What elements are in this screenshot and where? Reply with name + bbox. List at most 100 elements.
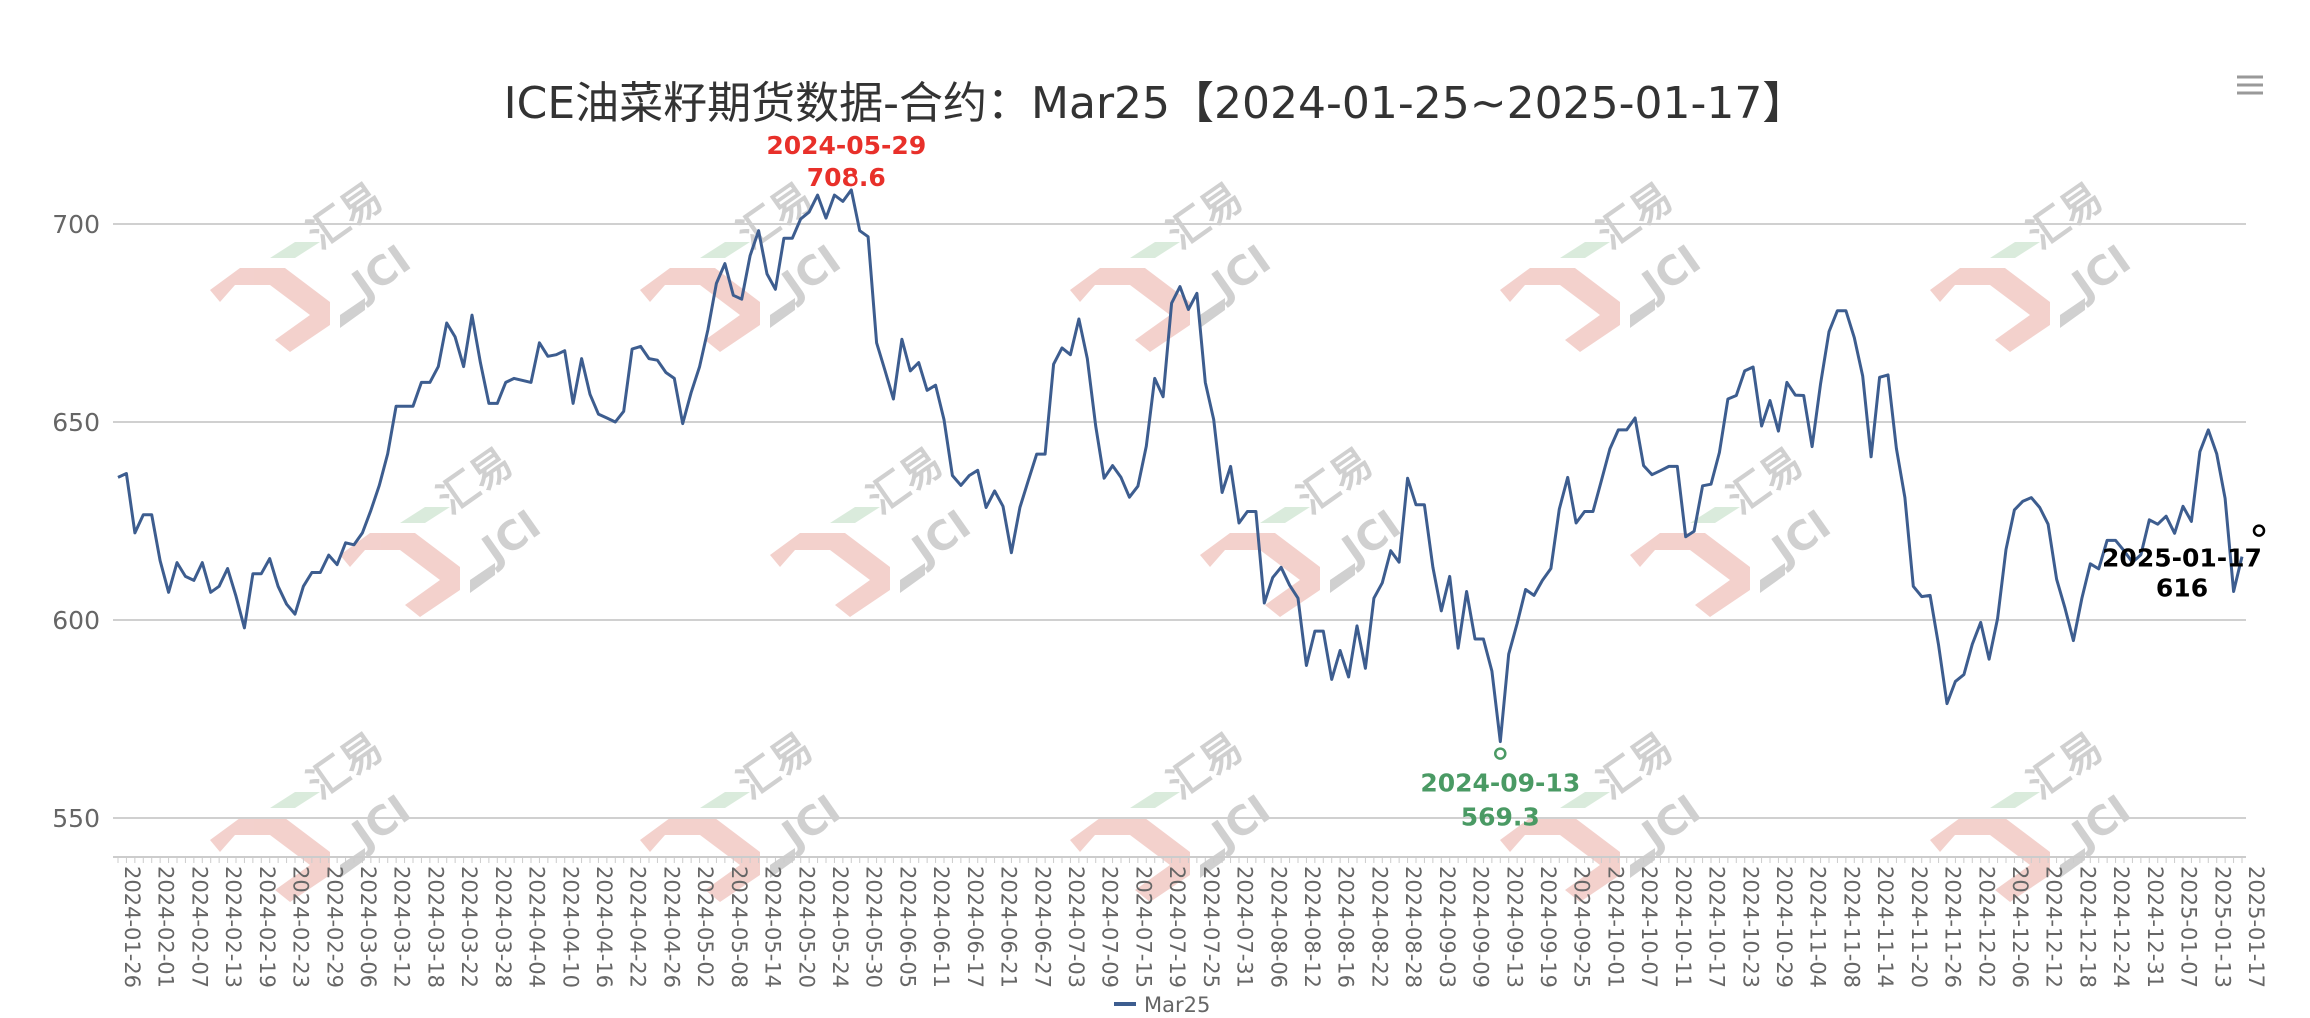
x-tick-label: 2024-09-09 <box>1469 866 1493 988</box>
watermark-green-shape <box>830 507 880 523</box>
watermark-green-shape <box>270 792 320 808</box>
watermark-green-shape <box>1990 242 2040 258</box>
x-tick-label: 2024-02-29 <box>322 866 346 988</box>
watermark-hook-shape <box>1200 533 1320 617</box>
min-marker <box>1494 747 1507 760</box>
watermark-grey-shape <box>770 848 795 878</box>
watermark-grey-shape <box>2060 298 2085 328</box>
y-tick-label: 550 <box>52 804 100 833</box>
x-tick-label: 2024-09-03 <box>1435 866 1459 988</box>
watermark-grey-shape <box>1330 563 1355 593</box>
y-axis: 550 600 650 700 <box>52 210 100 833</box>
watermark-hook-shape <box>1930 818 2050 902</box>
x-tick-label: 2024-05-24 <box>828 866 852 988</box>
watermark-grey-shape <box>340 298 365 328</box>
x-tick-label: 2024-02-13 <box>221 866 245 988</box>
watermark-grey-shape <box>1760 563 1785 593</box>
watermark-grey-shape <box>1200 848 1225 878</box>
x-tick-label: 2024-03-22 <box>457 866 481 988</box>
watermark-hook-shape <box>1070 818 1190 902</box>
x-tick-label: 2024-09-19 <box>1536 866 1560 988</box>
x-tick-label: 2024-05-20 <box>794 866 818 988</box>
x-tick-label: 2024-03-28 <box>491 866 515 988</box>
x-tick-label: 2024-10-29 <box>1772 866 1796 988</box>
x-tick-label: 2024-12-18 <box>2075 866 2099 988</box>
x-tick-label: 2024-06-05 <box>895 866 919 988</box>
last-date-label: 2025-01-17 <box>2102 544 2262 573</box>
x-tick-label: 2024-04-26 <box>659 866 683 988</box>
x-tick-label: 2024-07-15 <box>1131 866 1155 988</box>
x-tick-label: 2024-12-31 <box>2143 866 2167 988</box>
watermark-green-shape <box>1260 507 1310 523</box>
x-tick-label: 2024-12-24 <box>2109 866 2133 988</box>
menu-button[interactable] <box>2232 70 2268 100</box>
x-tick-label: 2024-02-23 <box>289 866 313 988</box>
x-tick-label: 2024-02-07 <box>187 866 211 988</box>
watermark-hook-shape <box>210 268 330 352</box>
watermark-grey-shape <box>2060 848 2085 878</box>
x-tick-label: 2024-08-28 <box>1401 866 1425 988</box>
x-tick-label: 2024-11-14 <box>1873 866 1897 988</box>
x-tick-label: 2024-05-08 <box>727 866 751 988</box>
x-tick-label: 2024-11-26 <box>1941 866 1965 988</box>
watermark-grey-shape <box>1630 848 1655 878</box>
x-tick-label: 2024-03-06 <box>356 866 380 988</box>
watermark-hook-shape <box>1500 268 1620 352</box>
x-tick-label: 2024-07-31 <box>1233 866 1257 988</box>
x-tick-label: 2024-06-27 <box>1030 866 1054 988</box>
watermark-green-shape <box>1990 792 2040 808</box>
x-tick-label: 2024-10-23 <box>1738 866 1762 988</box>
watermark-green-shape <box>270 242 320 258</box>
x-tick-label: 2024-06-17 <box>963 866 987 988</box>
watermark-green-shape <box>700 242 750 258</box>
chart-title: ICE油菜籽期货数据-合约：Mar25【2024-01-25~2025-01-1… <box>504 78 1807 129</box>
x-tick-label: 2024-11-04 <box>1806 866 1830 988</box>
watermark-grey-shape <box>770 298 795 328</box>
watermark-grey-shape <box>340 848 365 878</box>
x-tick-label: 2024-07-19 <box>1165 866 1189 988</box>
x-tick-label: 2024-11-08 <box>1839 866 1863 988</box>
watermark-text-en: JCI <box>342 787 419 860</box>
watermark-text-en: JCI <box>1632 237 1709 310</box>
x-tick-label: 2024-11-20 <box>1907 866 1931 988</box>
watermark-hook-shape <box>210 818 330 902</box>
x-tick-label: 2024-08-22 <box>1367 866 1391 988</box>
x-tick-label: 2024-04-16 <box>592 866 616 988</box>
max-date-label: 2024-05-29 <box>766 131 926 160</box>
watermark-grey-shape <box>900 563 925 593</box>
watermark-text-en: JCI <box>2062 787 2139 860</box>
series-line-mar25 <box>117 188 2244 744</box>
min-date-label: 2024-09-13 <box>1420 769 1580 798</box>
watermark-text-en: JCI <box>342 237 419 310</box>
x-tick-label: 2024-08-06 <box>1266 866 1290 988</box>
x-tick-label: 2025-01-07 <box>2177 866 2201 988</box>
watermark-grey-shape <box>1200 298 1225 328</box>
x-tick-label: 2024-07-09 <box>1098 866 1122 988</box>
watermark-green-shape <box>1560 792 1610 808</box>
legend-item-mar25[interactable]: Mar25 <box>1114 993 1210 1017</box>
watermark-hook-shape <box>340 533 460 617</box>
x-axis: 2024-01-26 2024-02-01 2024-02-07 2024-02-13… <box>113 856 2268 988</box>
x-tick-label: 2024-12-02 <box>1974 866 1998 988</box>
y-tick-label: 600 <box>52 606 100 635</box>
annotations: 2024-05-29 708.6 2024-09-13 569.3 2025-0… <box>766 131 2266 832</box>
legend-label: Mar25 <box>1144 993 1210 1017</box>
watermark-green-shape <box>1560 242 1610 258</box>
watermark-hook-shape <box>640 268 760 352</box>
x-tick-label: 2024-07-25 <box>1199 866 1223 988</box>
watermark-green-shape <box>1130 242 1180 258</box>
y-tick-label: 650 <box>52 408 100 437</box>
watermark-text-en: JCI <box>902 502 979 575</box>
watermark-hook-shape <box>1630 533 1750 617</box>
watermark-hook-shape <box>1500 818 1620 902</box>
watermark-hook-shape <box>640 818 760 902</box>
y-tick-label: 700 <box>52 210 100 239</box>
watermark-hook-shape <box>770 533 890 617</box>
watermark-green-shape <box>1130 792 1180 808</box>
